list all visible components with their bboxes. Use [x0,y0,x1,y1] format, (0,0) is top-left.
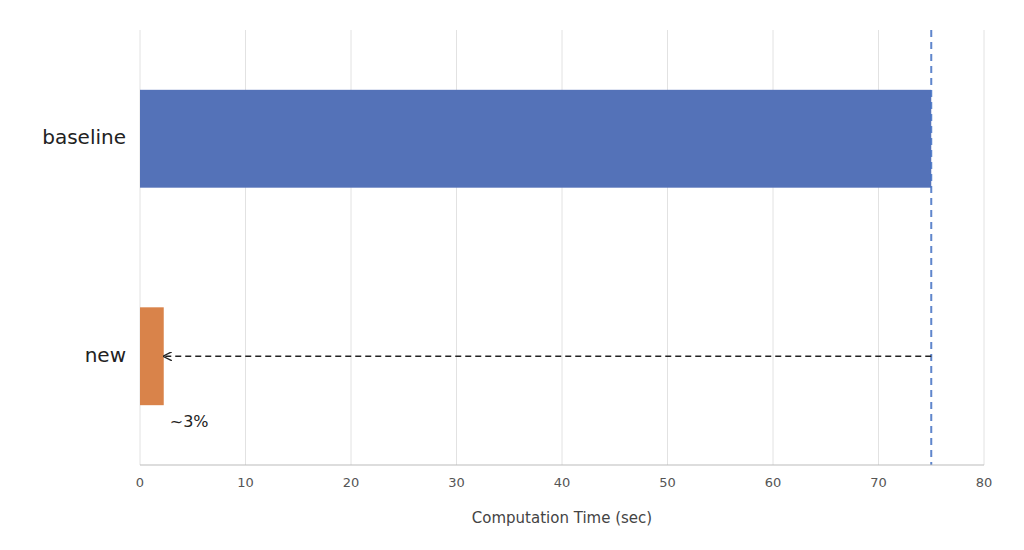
y-axis: baseline new [42,125,126,367]
x-tick-label: 0 [136,475,144,490]
y-tick-label: new [85,343,126,367]
x-axis: 0 10 20 30 40 50 60 70 80 [136,475,992,490]
x-axis-label: Computation Time (sec) [472,509,652,527]
x-tick-label: 40 [554,475,571,490]
difference-arrow [164,356,932,358]
x-tick-label: 80 [976,475,993,490]
bar [140,307,164,405]
x-tick-label: 10 [237,475,254,490]
plot-area [140,30,931,465]
bar [140,90,931,188]
annotation: ~3% [170,412,209,431]
x-tick-label: 60 [765,475,782,490]
grid-line [984,30,985,465]
x-axis-line [140,465,984,466]
y-tick-label: baseline [42,125,126,149]
x-tick-label: 20 [343,475,360,490]
chart: ~3% 0 10 20 30 40 50 60 70 80 Computation Time (se… [0,0,1024,550]
reference-line [930,30,932,465]
x-tick-label: 70 [870,475,887,490]
x-tick-label: 50 [659,475,676,490]
x-tick-label: 30 [448,475,465,490]
grid [140,30,984,465]
chart-container: ~3% 0 10 20 30 40 50 60 70 80 Computation Time (se… [0,0,1024,550]
